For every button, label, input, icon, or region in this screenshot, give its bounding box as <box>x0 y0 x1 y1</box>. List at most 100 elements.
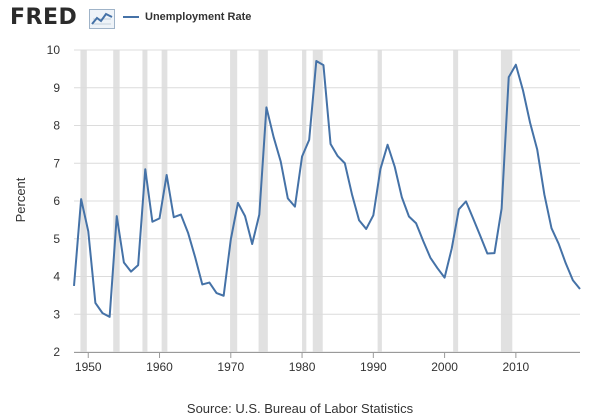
data-point[interactable] <box>377 166 383 172</box>
y-axis-label: Percent <box>13 177 28 222</box>
data-point[interactable] <box>577 286 583 292</box>
data-point[interactable] <box>513 62 519 68</box>
data-point[interactable] <box>199 281 205 287</box>
data-point[interactable] <box>313 58 319 64</box>
x-axis: 1950 1960 1970 1980 1990 2000 2010 <box>74 352 580 374</box>
x-tick-label: 1970 <box>217 360 244 374</box>
y-tick-label: 6 <box>53 194 60 208</box>
y-axis: 2 3 4 5 6 7 8 9 10 <box>47 43 61 359</box>
legend-label: Unemployment Rate <box>145 11 252 23</box>
data-point[interactable] <box>527 120 533 126</box>
x-tick-label: 2000 <box>431 360 458 374</box>
data-point[interactable] <box>278 158 284 164</box>
data-point[interactable] <box>249 241 255 247</box>
data-point[interactable] <box>164 172 170 178</box>
x-tick-label: 1980 <box>289 360 316 374</box>
data-point[interactable] <box>427 255 433 261</box>
data-point[interactable] <box>477 233 483 239</box>
data-point[interactable] <box>107 314 113 320</box>
data-point[interactable] <box>413 220 419 226</box>
data-point[interactable] <box>214 290 220 296</box>
data-point[interactable] <box>100 310 106 316</box>
data-point[interactable] <box>178 212 184 218</box>
data-point[interactable] <box>548 225 554 231</box>
y-tick-label: 3 <box>53 307 60 321</box>
legend-swatch <box>123 16 139 18</box>
data-point[interactable] <box>342 160 348 166</box>
data-point[interactable] <box>491 250 497 256</box>
fred-header: FRED Unemployment Rate <box>0 0 600 40</box>
data-point[interactable] <box>406 213 412 219</box>
y-tick-label: 8 <box>53 119 60 133</box>
data-point[interactable] <box>484 250 490 256</box>
y-tick-label: 4 <box>53 270 60 284</box>
data-point[interactable] <box>563 260 569 266</box>
data-point[interactable] <box>556 241 562 247</box>
fred-graph-icon <box>89 9 115 29</box>
y-tick-label: 9 <box>53 81 60 95</box>
data-point[interactable] <box>370 212 376 218</box>
data-point[interactable] <box>228 237 234 243</box>
data-point[interactable] <box>335 153 341 159</box>
y-tick-label: 7 <box>53 156 60 170</box>
x-tick-label: 2010 <box>503 360 530 374</box>
data-point[interactable] <box>242 213 248 219</box>
data-point[interactable] <box>271 134 277 140</box>
data-point[interactable] <box>206 280 212 286</box>
fred-logo[interactable]: FRED <box>10 5 78 30</box>
data-point[interactable] <box>520 87 526 93</box>
data-point[interactable] <box>149 219 155 225</box>
data-point[interactable] <box>71 283 77 289</box>
data-point[interactable] <box>171 214 177 220</box>
data-point[interactable] <box>114 213 120 219</box>
chart-legend: Unemployment Rate <box>123 11 251 23</box>
data-point[interactable] <box>420 238 426 244</box>
data-point[interactable] <box>263 104 269 110</box>
data-point[interactable] <box>570 277 576 283</box>
data-point[interactable] <box>449 246 455 252</box>
data-point[interactable] <box>121 260 127 266</box>
data-point[interactable] <box>299 153 305 159</box>
data-point[interactable] <box>392 164 398 170</box>
data-point[interactable] <box>128 269 134 275</box>
data-point[interactable] <box>506 74 512 80</box>
data-point[interactable] <box>221 293 227 299</box>
data-point[interactable] <box>306 137 312 143</box>
data-point[interactable] <box>356 217 362 223</box>
data-point[interactable] <box>385 142 391 148</box>
data-point[interactable] <box>534 147 540 153</box>
data-point[interactable] <box>292 204 298 210</box>
x-tick-label: 1950 <box>75 360 102 374</box>
data-point[interactable] <box>399 194 405 200</box>
data-point[interactable] <box>363 226 369 232</box>
x-tick-label: 1990 <box>360 360 387 374</box>
data-point[interactable] <box>320 62 326 68</box>
y-tick-label: 10 <box>47 43 61 57</box>
x-tick-label: 1960 <box>146 360 173 374</box>
data-point[interactable] <box>285 195 291 201</box>
data-point[interactable] <box>541 192 547 198</box>
data-point[interactable] <box>135 262 141 268</box>
data-point[interactable] <box>463 198 469 204</box>
data-point[interactable] <box>456 206 462 212</box>
data-point[interactable] <box>434 265 440 271</box>
data-point[interactable] <box>328 141 334 147</box>
data-point[interactable] <box>85 228 91 234</box>
data-point[interactable] <box>185 230 191 236</box>
data-point[interactable] <box>235 200 241 206</box>
data-point[interactable] <box>192 254 198 260</box>
data-point[interactable] <box>470 215 476 221</box>
data-point[interactable] <box>78 196 84 202</box>
data-point[interactable] <box>499 206 505 212</box>
data-point[interactable] <box>142 166 148 172</box>
data-point[interactable] <box>157 215 163 221</box>
data-point[interactable] <box>256 212 262 218</box>
y-tick-label: 2 <box>53 345 60 359</box>
data-point[interactable] <box>92 300 98 306</box>
data-point[interactable] <box>349 191 355 197</box>
series-layer <box>71 58 583 320</box>
series-line-unemployment-rate[interactable] <box>73 59 581 318</box>
data-point[interactable] <box>442 275 448 281</box>
y-tick-label: 5 <box>53 232 60 246</box>
